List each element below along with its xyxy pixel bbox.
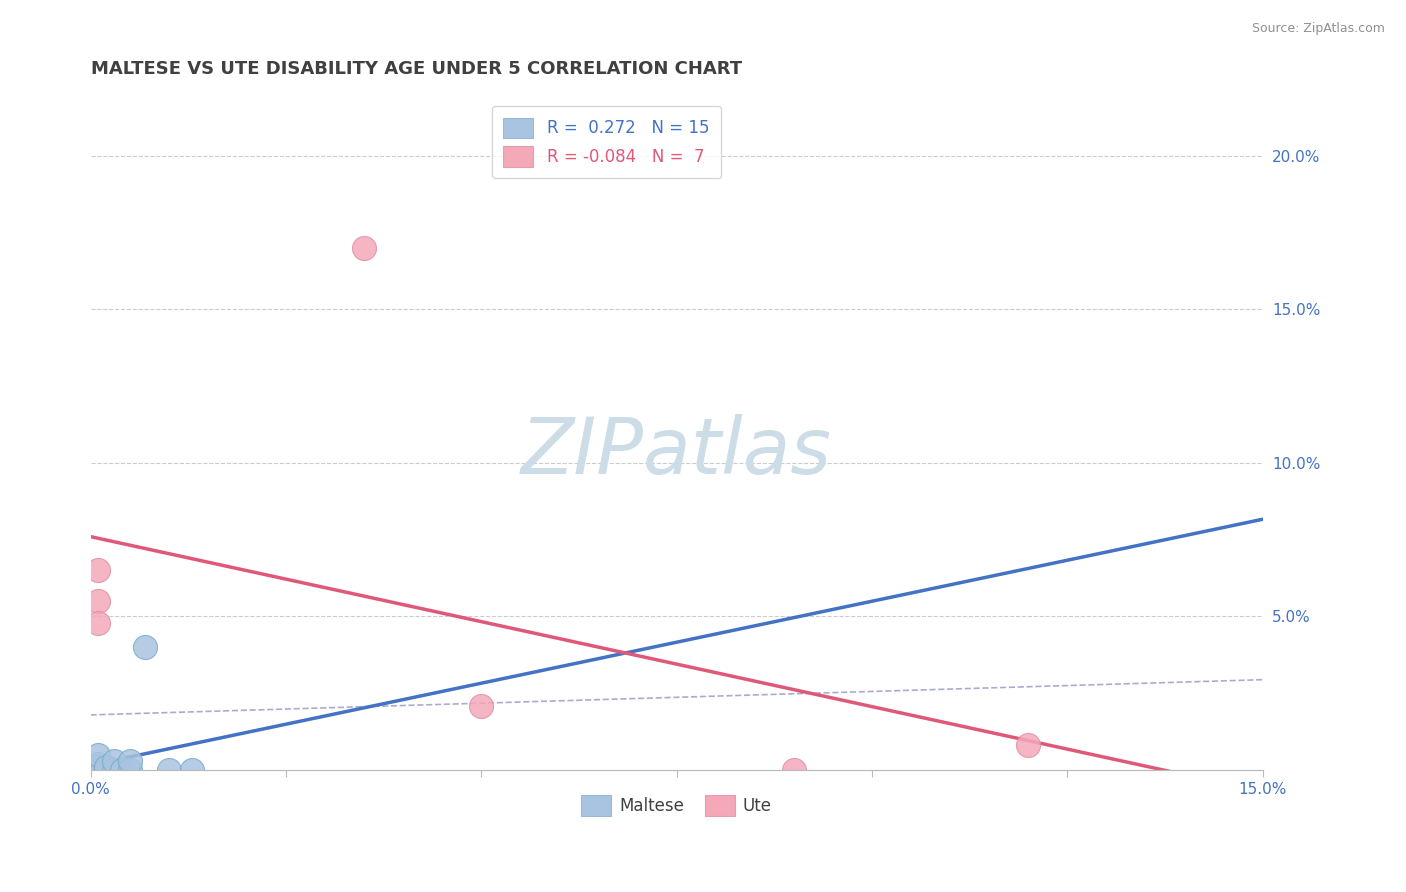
Point: [96, 763, 118, 777]
Point: [353, 241, 375, 255]
Point: [118, 763, 141, 777]
Point: [157, 763, 180, 777]
Point: [111, 763, 134, 777]
Point: [87, 756, 110, 771]
Point: [87, 615, 110, 630]
Point: [103, 763, 125, 777]
Point: [96, 760, 118, 774]
Legend: Maltese, Ute: Maltese, Ute: [575, 789, 779, 822]
Point: [181, 763, 204, 777]
Point: [118, 754, 141, 768]
Point: [87, 760, 110, 774]
Point: [87, 763, 110, 777]
Point: [1017, 739, 1039, 753]
Text: MALTESE VS UTE DISABILITY AGE UNDER 5 CORRELATION CHART: MALTESE VS UTE DISABILITY AGE UNDER 5 CO…: [90, 60, 742, 78]
Point: [103, 754, 125, 768]
Point: [87, 763, 110, 777]
Text: Source: ZipAtlas.com: Source: ZipAtlas.com: [1251, 22, 1385, 36]
Point: [87, 563, 110, 577]
Point: [87, 747, 110, 762]
Point: [783, 763, 806, 777]
Point: [87, 594, 110, 608]
Point: [134, 640, 156, 655]
Text: ZIPatlas: ZIPatlas: [522, 415, 832, 491]
Point: [470, 698, 492, 713]
